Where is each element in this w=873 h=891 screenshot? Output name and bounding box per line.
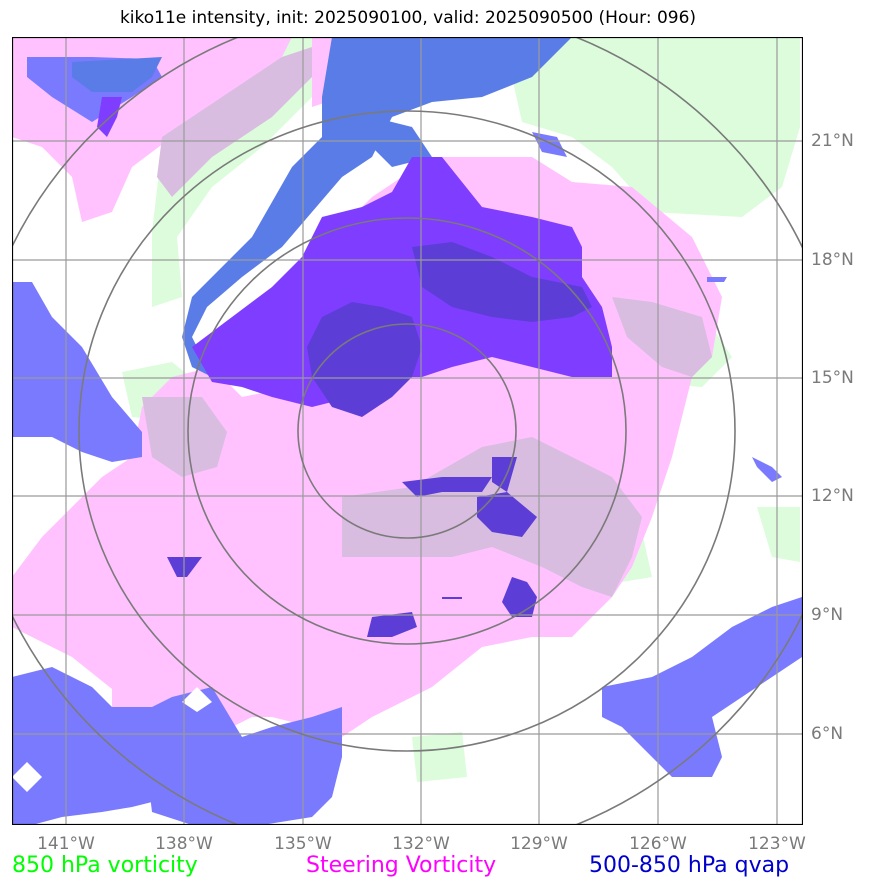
- map-title: kiko11e intensity, init: 2025090100, val…: [119, 8, 697, 28]
- lat-label-21n: 21°N: [811, 131, 854, 151]
- lon-label-129w: 129°W: [510, 834, 568, 854]
- range-ring-3: [78, 110, 736, 752]
- range-rings: [12, 37, 803, 825]
- lon-label-135w: 135°W: [274, 834, 332, 854]
- lon-label-132w: 132°W: [392, 834, 450, 854]
- lat-label-6n: 6°N: [811, 724, 844, 744]
- qvap-band: [72, 37, 572, 377]
- lon-label-123w: 123°W: [748, 834, 806, 854]
- lon-label-141w: 141°W: [37, 834, 95, 854]
- map-panel: [11, 36, 804, 826]
- legend-steering-vorticity: Steering Vorticity: [306, 853, 497, 878]
- map-canvas: [11, 36, 804, 826]
- lat-label-9n: 9°N: [811, 605, 844, 625]
- clear-patches: [12, 687, 212, 792]
- map-border: [11, 36, 804, 826]
- lat-label-18n: 18°N: [811, 250, 854, 270]
- lon-label-126w: 126°W: [629, 834, 687, 854]
- range-ring-1: [297, 323, 517, 539]
- graticule: [12, 37, 803, 825]
- range-ring-2: [187, 217, 627, 645]
- lat-label-15n: 15°N: [811, 368, 854, 388]
- lat-label-12n: 12°N: [811, 486, 854, 506]
- legend-850-vorticity: 850 hPa vorticity: [12, 853, 198, 878]
- legend-qvap: 500-850 hPa qvap: [589, 853, 790, 878]
- lon-label-138w: 138°W: [155, 834, 213, 854]
